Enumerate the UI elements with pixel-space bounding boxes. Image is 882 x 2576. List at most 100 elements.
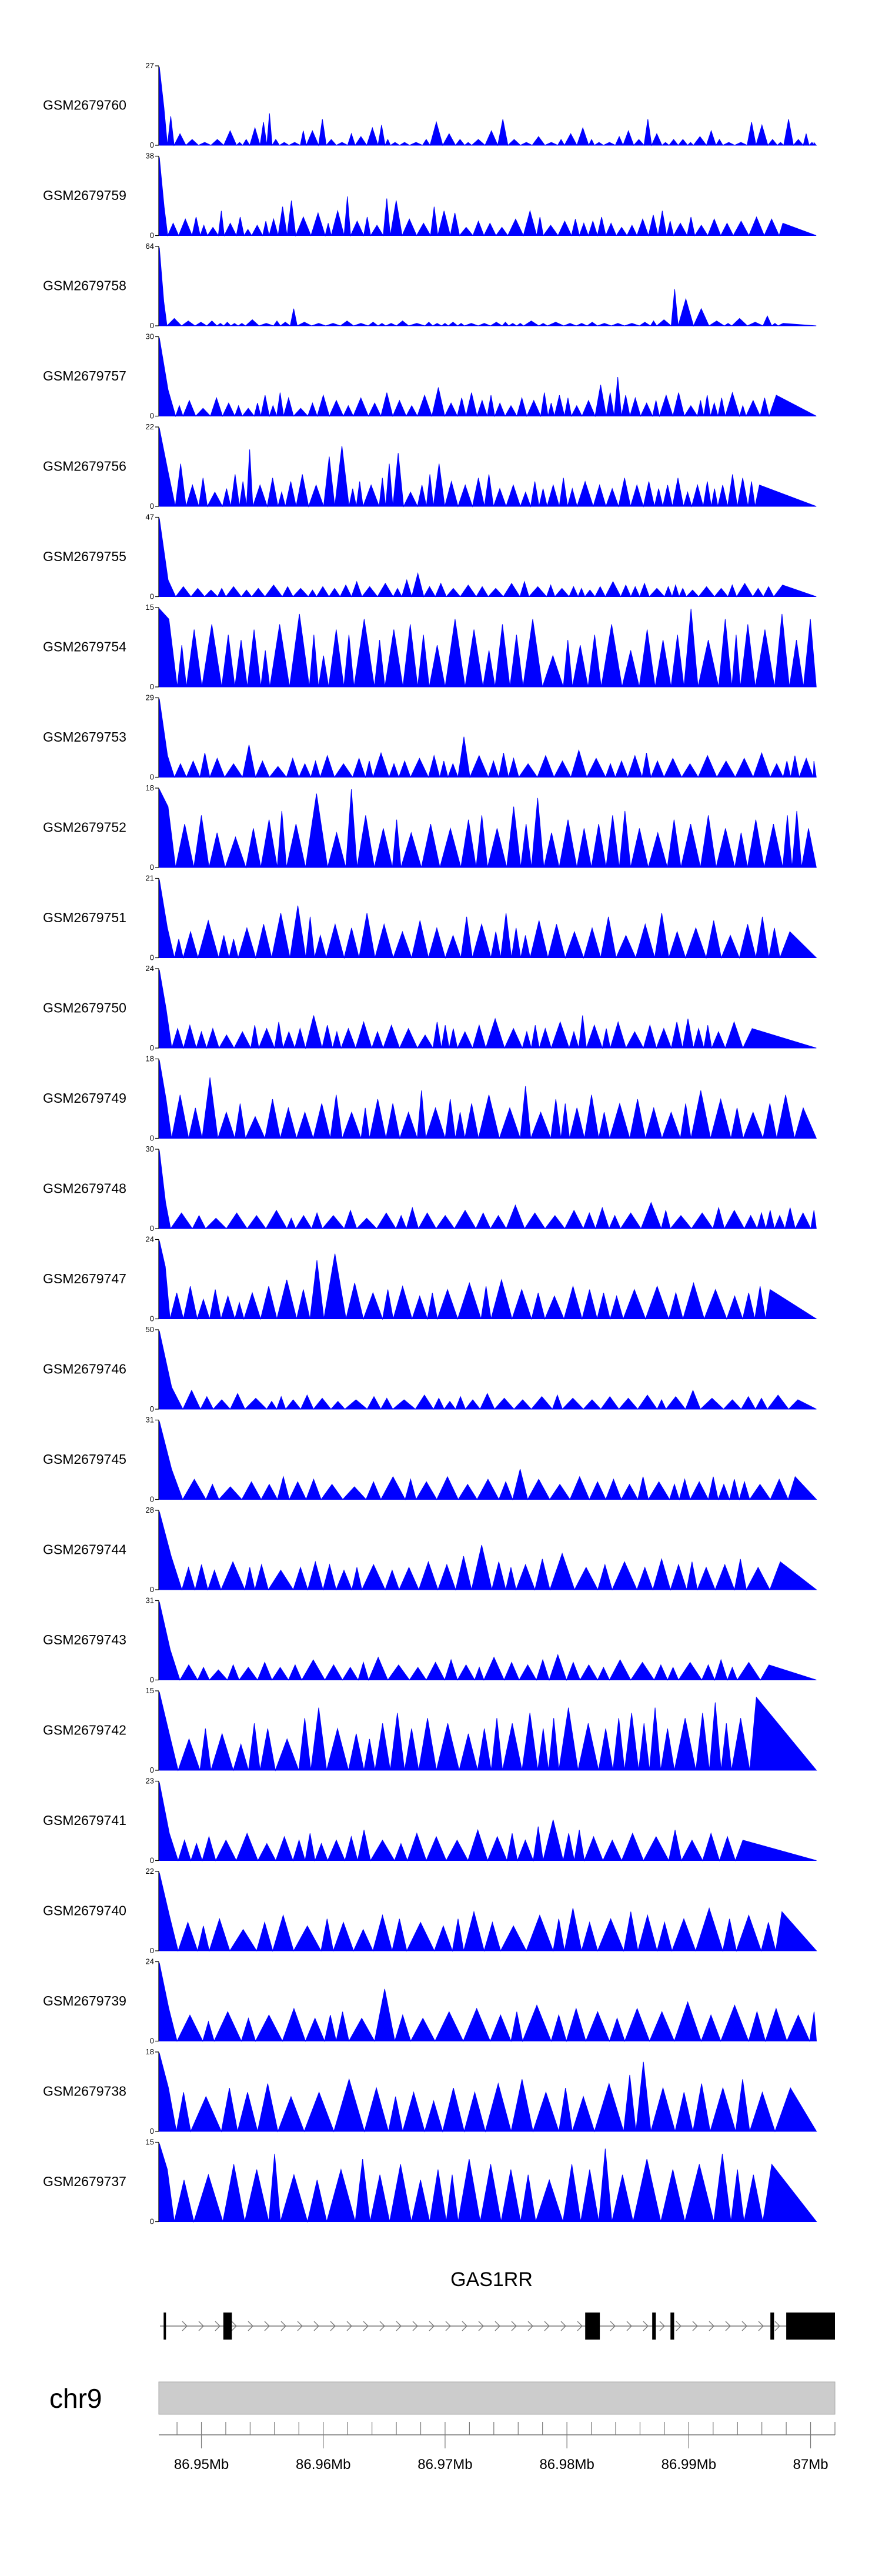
track-GSM2679758: GSM2679758 64 0 <box>43 242 817 330</box>
track-y-max-label: 18 <box>146 783 154 792</box>
track-y-max-label: 22 <box>146 422 154 431</box>
track-label: GSM2679744 <box>43 1542 126 1557</box>
strand-arrow <box>379 2321 385 2331</box>
strand-arrow <box>774 2321 780 2331</box>
track-GSM2679745: GSM2679745 31 0 <box>43 1416 817 1504</box>
track-y-max-label: 15 <box>146 2138 154 2147</box>
strand-arrow <box>560 2321 566 2331</box>
strand-arrow <box>182 2321 188 2331</box>
strand-arrow <box>495 2321 500 2331</box>
strand-arrow <box>577 2321 583 2331</box>
track-y-zero-label: 0 <box>150 1766 154 1774</box>
strand-arrow <box>544 2321 550 2331</box>
track-y-zero-label: 0 <box>150 2037 154 2046</box>
track-y-zero-label: 0 <box>150 1314 154 1323</box>
strand-arrow <box>643 2321 649 2331</box>
gene-exons <box>163 2313 835 2340</box>
x-axis-tick-label: 86.98Mb <box>539 2457 594 2472</box>
track-signal-area <box>159 789 817 869</box>
strand-arrow <box>313 2321 319 2331</box>
track-label: GSM2679740 <box>43 1903 126 1918</box>
track-label: GSM2679739 <box>43 1993 126 2008</box>
track-signal-area <box>159 879 817 959</box>
gene-exon <box>163 2313 166 2340</box>
track-signal-area <box>159 66 817 146</box>
track-y-zero-label: 0 <box>150 592 154 601</box>
track-GSM2679751: GSM2679751 21 0 <box>43 874 817 962</box>
track-y-zero-label: 0 <box>150 231 154 240</box>
strand-arrow <box>215 2321 220 2331</box>
track-y-max-label: 24 <box>146 964 154 973</box>
track-y-max-label: 18 <box>146 2047 154 2056</box>
gene-exon <box>223 2313 232 2340</box>
track-y-max-label: 15 <box>146 1686 154 1695</box>
track-label: GSM2679747 <box>43 1271 126 1286</box>
strand-arrow <box>692 2321 698 2331</box>
track-y-zero-label: 0 <box>150 1043 154 1052</box>
track-signal-area <box>159 1963 817 2043</box>
track-y-zero-label: 0 <box>150 1585 154 1594</box>
track-GSM2679744: GSM2679744 28 0 <box>43 1506 817 1594</box>
gene-label: GAS1RR <box>450 2268 533 2291</box>
track-signal-area <box>159 1601 817 1681</box>
track-y-max-label: 27 <box>146 61 154 70</box>
track-GSM2679743: GSM2679743 31 0 <box>43 1596 817 1684</box>
x-axis-ticks: 86.95Mb 86.96Mb 86.97Mb 86.98Mb 86.99Mb 87Mb <box>159 2422 836 2472</box>
track-signal-area <box>159 2143 817 2223</box>
track-signal-area <box>159 338 817 418</box>
track-label: GSM2679756 <box>43 459 126 474</box>
strand-arrow <box>758 2321 764 2331</box>
track-y-zero-label: 0 <box>150 1224 154 1233</box>
track-GSM2679760: GSM2679760 27 0 <box>43 61 817 149</box>
strand-arrow <box>346 2321 352 2331</box>
strand-arrow <box>462 2321 467 2331</box>
track-y-zero-label: 0 <box>150 502 154 510</box>
track-y-zero-label: 0 <box>150 2127 154 2135</box>
strand-arrow <box>429 2321 435 2331</box>
track-y-zero-label: 0 <box>150 1404 154 1413</box>
strand-arrow <box>396 2321 402 2331</box>
track-y-max-label: 28 <box>146 1506 154 1514</box>
track-y-zero-label: 0 <box>150 863 154 872</box>
strand-arrow <box>626 2321 632 2331</box>
x-axis-tick-label: 86.96Mb <box>296 2457 350 2472</box>
track-GSM2679748: GSM2679748 30 0 <box>43 1144 817 1233</box>
track-GSM2679742: GSM2679742 15 0 <box>43 1686 817 1774</box>
track-y-max-label: 29 <box>146 693 154 702</box>
track-y-max-label: 24 <box>146 1235 154 1244</box>
track-signal-area <box>159 1872 817 1952</box>
track-signal-area <box>159 1511 817 1591</box>
track-y-max-label: 23 <box>146 1777 154 1786</box>
track-label: GSM2679746 <box>43 1362 126 1377</box>
gene-strand-arrows <box>182 2321 797 2331</box>
track-label: GSM2679752 <box>43 820 126 835</box>
track-y-max-label: 24 <box>146 1957 154 1966</box>
track-label: GSM2679741 <box>43 1813 126 1828</box>
track-label: GSM2679760 <box>43 98 126 113</box>
strand-arrow <box>511 2321 517 2331</box>
strand-arrow <box>725 2321 731 2331</box>
track-label: GSM2679745 <box>43 1451 126 1467</box>
track-GSM2679750: GSM2679750 24 0 <box>43 964 817 1052</box>
x-axis-tick-label: 86.99Mb <box>662 2457 716 2472</box>
track-y-zero-label: 0 <box>150 2217 154 2226</box>
strand-arrow <box>231 2321 237 2331</box>
track-label: GSM2679743 <box>43 1632 126 1647</box>
track-GSM2679752: GSM2679752 18 0 <box>43 783 817 872</box>
track-y-max-label: 38 <box>146 152 154 161</box>
track-signal-area <box>159 1330 817 1410</box>
chromosome-ideogram <box>158 2381 836 2415</box>
track-signal-area <box>159 608 817 688</box>
track-GSM2679755: GSM2679755 47 0 <box>43 513 817 601</box>
track-y-zero-label: 0 <box>150 1946 154 1955</box>
track-y-max-label: 50 <box>146 1325 154 1334</box>
strand-arrow <box>297 2321 303 2331</box>
track-GSM2679740: GSM2679740 22 0 <box>43 1867 817 1955</box>
track-signal-area <box>159 157 817 237</box>
track-y-max-label: 22 <box>146 1867 154 1876</box>
chromosome-label: chr9 <box>49 2383 102 2414</box>
x-axis-tick-label: 86.95Mb <box>174 2457 229 2472</box>
track-signal-area <box>159 1240 818 1320</box>
track-y-max-label: 30 <box>146 332 154 341</box>
